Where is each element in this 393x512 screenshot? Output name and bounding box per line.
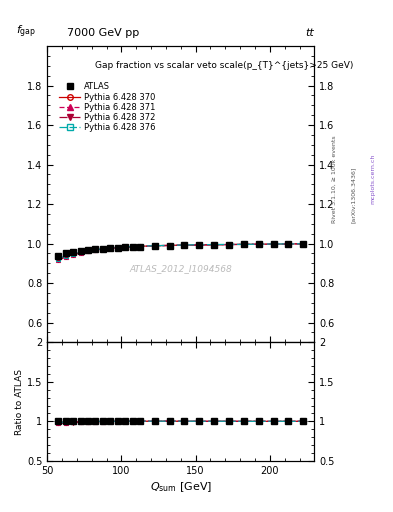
Y-axis label: Ratio to ATLAS: Ratio to ATLAS bbox=[15, 369, 24, 435]
X-axis label: $Q_\mathrm{sum}\ [\mathrm{GeV}]$: $Q_\mathrm{sum}\ [\mathrm{GeV}]$ bbox=[150, 480, 212, 494]
Text: [arXiv:1306.3436]: [arXiv:1306.3436] bbox=[351, 166, 356, 223]
Text: tt: tt bbox=[306, 28, 314, 38]
Text: Rivet 3.1.10, ≥ 100k events: Rivet 3.1.10, ≥ 100k events bbox=[332, 135, 336, 223]
Text: mcplots.cern.ch: mcplots.cern.ch bbox=[371, 154, 376, 204]
Text: ATLAS_2012_I1094568: ATLAS_2012_I1094568 bbox=[129, 264, 232, 273]
Text: Gap fraction vs scalar veto scale(p_{T}^{jets}>25 GeV): Gap fraction vs scalar veto scale(p_{T}^… bbox=[95, 61, 354, 70]
Y-axis label: $f_\mathrm{gap}$: $f_\mathrm{gap}$ bbox=[16, 24, 36, 40]
Legend: ATLAS, Pythia 6.428 370, Pythia 6.428 371, Pythia 6.428 372, Pythia 6.428 376: ATLAS, Pythia 6.428 370, Pythia 6.428 37… bbox=[57, 80, 158, 135]
Text: 7000 GeV pp: 7000 GeV pp bbox=[67, 28, 139, 38]
